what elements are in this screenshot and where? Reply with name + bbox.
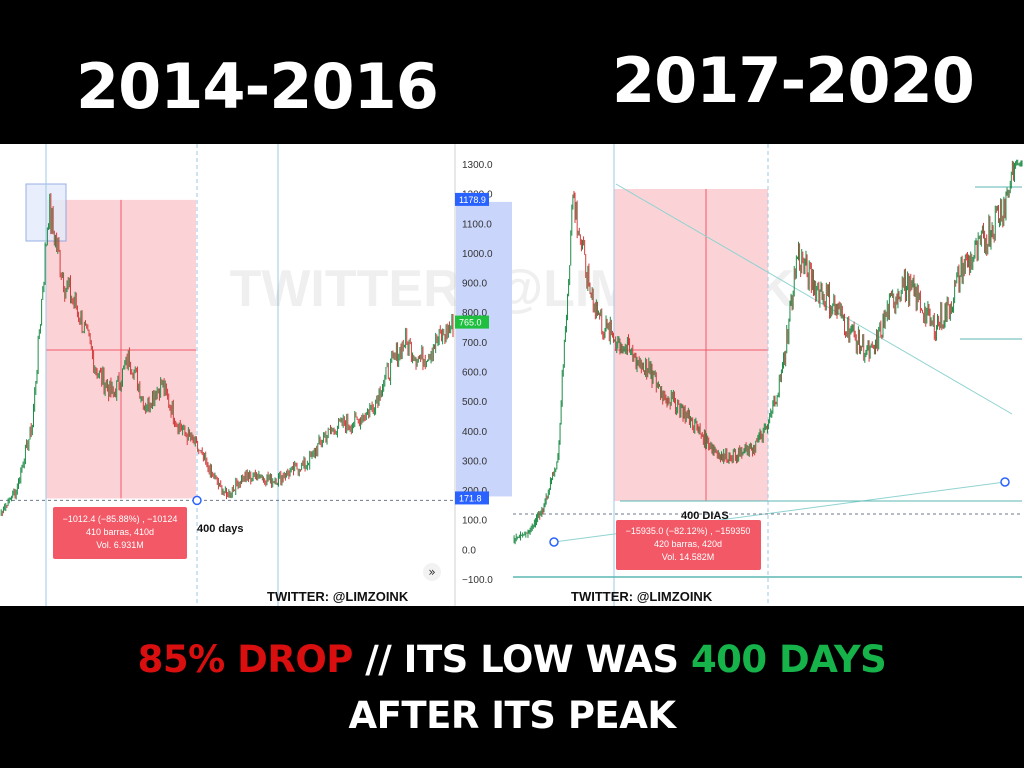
caption-separator: // ITS LOW WAS xyxy=(352,638,691,681)
y-tick-label: 1000.0 xyxy=(462,249,493,260)
measure-text-r: −15935.0 (−82.12%) , −159350 xyxy=(626,526,751,536)
title-2017-2020: 2017-2020 xyxy=(612,44,975,117)
chart-2014-2016: 400 days −1012.4 (−85.88%) , −10124 410 ba… xyxy=(0,144,455,606)
price-series-2017 xyxy=(513,159,1023,545)
y-tick-label: 400.0 xyxy=(462,427,487,438)
price-tag-text-current: 765.0 xyxy=(459,318,482,328)
y-tick-label: 1100.0 xyxy=(462,219,492,230)
title-2014-2016: 2014-2016 xyxy=(76,50,439,123)
y-tick-label: 1300.0 xyxy=(462,160,493,171)
price-series-2014 xyxy=(0,193,454,517)
anchor-marker-1 xyxy=(549,537,559,547)
y-tick-label: 500.0 xyxy=(462,397,487,408)
scroll-icon: » xyxy=(428,565,435,579)
caption-footer: 85% DROP // ITS LOW WAS 400 DAYS AFTER I… xyxy=(0,606,1024,768)
caption-line-1: 85% DROP // ITS LOW WAS 400 DAYS xyxy=(0,638,1024,681)
caption-line-2: AFTER ITS PEAK xyxy=(348,694,676,737)
y-tick-label: 600.0 xyxy=(462,368,487,379)
drop-zone-2017 xyxy=(614,189,768,501)
price-tag-text-high: 1178.9 xyxy=(459,195,486,205)
chart-2017-2020: 400 DIAS −15935.0 (−82.12%) , −159350 420 … xyxy=(513,144,1023,606)
price-tag-low xyxy=(455,491,489,505)
price-tag-current xyxy=(455,315,489,329)
y-tick-label: 300.0 xyxy=(462,456,487,467)
price-tag-high xyxy=(455,192,489,206)
y-tick-label: −100.0 xyxy=(462,575,493,586)
axis-highlight xyxy=(456,201,512,497)
price-tag-text-low: 171.8 xyxy=(459,493,482,503)
charts-svg: 400 days −1012.4 (−85.88%) , −10124 410 ba… xyxy=(0,144,1023,606)
low-marker xyxy=(192,495,202,506)
measure-box-2014 xyxy=(53,507,187,559)
measure-text: Vol. 6.931M xyxy=(96,540,144,550)
days-label-2017: 400 DIAS xyxy=(681,510,729,522)
y-tick-label: 100.0 xyxy=(462,516,487,527)
y-tick-label: 900.0 xyxy=(462,279,487,290)
chart-area: 400 days −1012.4 (−85.88%) , −10124 410 ba… xyxy=(0,144,1024,606)
measure-text-r: Vol. 14.582M xyxy=(662,552,715,562)
credit-right: TWITTER: @LIMZOINK xyxy=(571,589,713,604)
measure-text: −1012.4 (−85.88%) , −10124 xyxy=(63,514,178,524)
header-bar: 2014-2016 2017-2020 xyxy=(0,0,1024,144)
days-label-2014: 400 days xyxy=(197,523,243,535)
caption-days: 400 DAYS xyxy=(690,638,887,681)
measure-text: 410 barras, 410d xyxy=(86,527,154,537)
y-tick-label: 800.0 xyxy=(462,308,487,319)
anchor-marker-2 xyxy=(1000,477,1010,487)
y-tick-label: 0.0 xyxy=(462,545,476,556)
y-tick-label: 700.0 xyxy=(462,338,487,349)
measure-box-2017 xyxy=(616,520,761,570)
credit-left: TWITTER: @LIMZOINK xyxy=(267,589,409,604)
trend-line-down xyxy=(615,183,1013,415)
scroll-button xyxy=(423,563,441,581)
caption-drop: 85% DROP xyxy=(137,638,354,681)
measure-text-r: 420 barras, 420d xyxy=(654,539,722,549)
